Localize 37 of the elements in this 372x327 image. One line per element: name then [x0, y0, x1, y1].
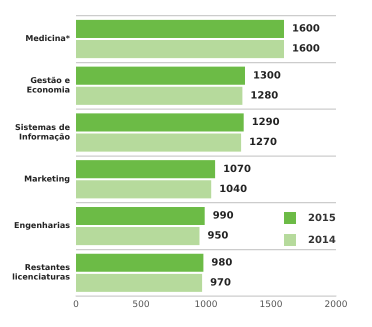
bar	[76, 160, 216, 178]
x-tick-label: 0	[73, 300, 80, 310]
data-label: 1040	[219, 184, 248, 195]
data-label: 1300	[253, 70, 281, 82]
bar	[76, 227, 200, 246]
data-label: 970	[210, 277, 232, 288]
bar	[76, 40, 284, 58]
data-label: 1270	[249, 137, 277, 148]
data-label: 950	[208, 230, 228, 242]
x-tick-label: 1500	[260, 300, 283, 310]
y-tick-label: Marketing	[24, 174, 70, 184]
y-tick-label: Gestão e Economia	[26, 76, 71, 95]
y-tick-label: Medicina*	[25, 34, 71, 44]
data-label: 1280	[250, 90, 278, 102]
bar	[76, 206, 205, 226]
data-label: 1600	[292, 44, 320, 55]
data-label: 980	[211, 257, 232, 268]
y-tick-label: Restantes licenciaturas	[12, 263, 70, 282]
data-label: 990	[212, 210, 234, 222]
bar	[76, 274, 202, 292]
legend-label: 2015	[308, 212, 336, 224]
bar	[76, 86, 242, 105]
y-tick-label: Engenharias	[14, 221, 70, 230]
x-tick-label: 2000	[324, 300, 348, 310]
bar	[76, 66, 245, 85]
x-tick-label: 500	[132, 300, 150, 310]
x-tick-label: 1000	[194, 300, 218, 310]
bar	[76, 113, 244, 132]
data-label: 1070	[223, 164, 251, 175]
bar	[76, 254, 204, 272]
legend-label: 2014	[308, 234, 336, 246]
data-label: 1290	[252, 117, 280, 128]
bar	[76, 20, 284, 38]
bar	[76, 180, 212, 198]
bar	[76, 134, 242, 152]
data-label: 1600	[292, 24, 320, 35]
y-tick-label: Sistemas de Informação	[15, 122, 71, 142]
